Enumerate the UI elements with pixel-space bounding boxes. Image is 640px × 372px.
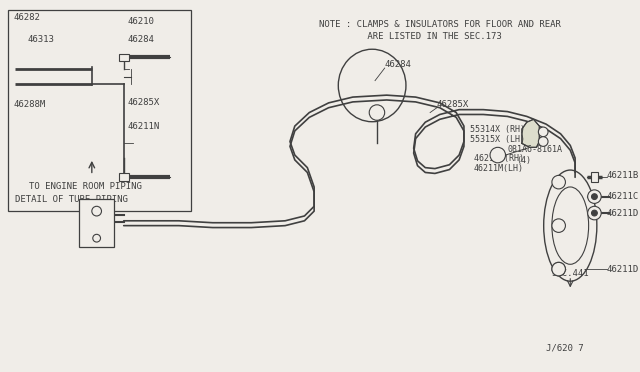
Text: 46288M: 46288M — [13, 100, 46, 109]
Text: 55315X (LH): 55315X (LH) — [470, 135, 525, 144]
Text: SEC.441: SEC.441 — [551, 269, 589, 279]
Circle shape — [591, 194, 597, 199]
Text: 8: 8 — [495, 151, 500, 160]
Text: 46284: 46284 — [385, 60, 412, 69]
Polygon shape — [522, 119, 540, 147]
Circle shape — [93, 234, 100, 242]
Bar — [119, 54, 129, 61]
Text: NOTE : CLAMPS & INSULATORS FOR FLOOR AND REAR: NOTE : CLAMPS & INSULATORS FOR FLOOR AND… — [319, 20, 561, 29]
Circle shape — [591, 210, 597, 216]
Text: ARE LISTED IN THE SEC.173: ARE LISTED IN THE SEC.173 — [319, 32, 502, 41]
Circle shape — [490, 147, 506, 163]
Text: 46282: 46282 — [13, 13, 40, 22]
Text: 46313: 46313 — [27, 35, 54, 44]
Bar — [591, 173, 598, 182]
Text: 55314X (RH): 55314X (RH) — [470, 125, 525, 134]
Text: 46211N: 46211N — [127, 122, 160, 131]
Circle shape — [538, 137, 548, 146]
Circle shape — [552, 262, 565, 276]
Text: 46211B: 46211B — [607, 171, 639, 180]
Text: J/620 7: J/620 7 — [546, 344, 584, 353]
Circle shape — [369, 105, 385, 120]
Text: DETAIL OF TUBE PIPING: DETAIL OF TUBE PIPING — [15, 195, 129, 204]
Text: 081A6-8161A: 081A6-8161A — [508, 145, 563, 154]
Circle shape — [92, 206, 102, 216]
Text: 46284: 46284 — [127, 35, 154, 44]
Circle shape — [588, 206, 601, 220]
Bar — [8, 10, 191, 211]
Bar — [119, 173, 129, 181]
Text: 46211D: 46211D — [607, 209, 639, 218]
Text: (4): (4) — [516, 156, 531, 166]
Circle shape — [552, 175, 565, 189]
Text: 46211D: 46211D — [607, 264, 639, 274]
Text: 46285X: 46285X — [127, 98, 160, 108]
Text: 46210: 46210 — [127, 17, 154, 26]
Circle shape — [552, 262, 565, 276]
Circle shape — [538, 127, 548, 137]
Text: 46210 (RH): 46210 (RH) — [474, 154, 524, 163]
Text: 46285X: 46285X — [437, 100, 469, 109]
Circle shape — [588, 190, 601, 203]
Bar — [79, 199, 114, 247]
Text: TO ENGINE ROOM PIPING: TO ENGINE ROOM PIPING — [29, 183, 142, 192]
Circle shape — [552, 219, 565, 232]
Text: 46211M(LH): 46211M(LH) — [474, 164, 524, 173]
Text: 46211C: 46211C — [607, 192, 639, 201]
